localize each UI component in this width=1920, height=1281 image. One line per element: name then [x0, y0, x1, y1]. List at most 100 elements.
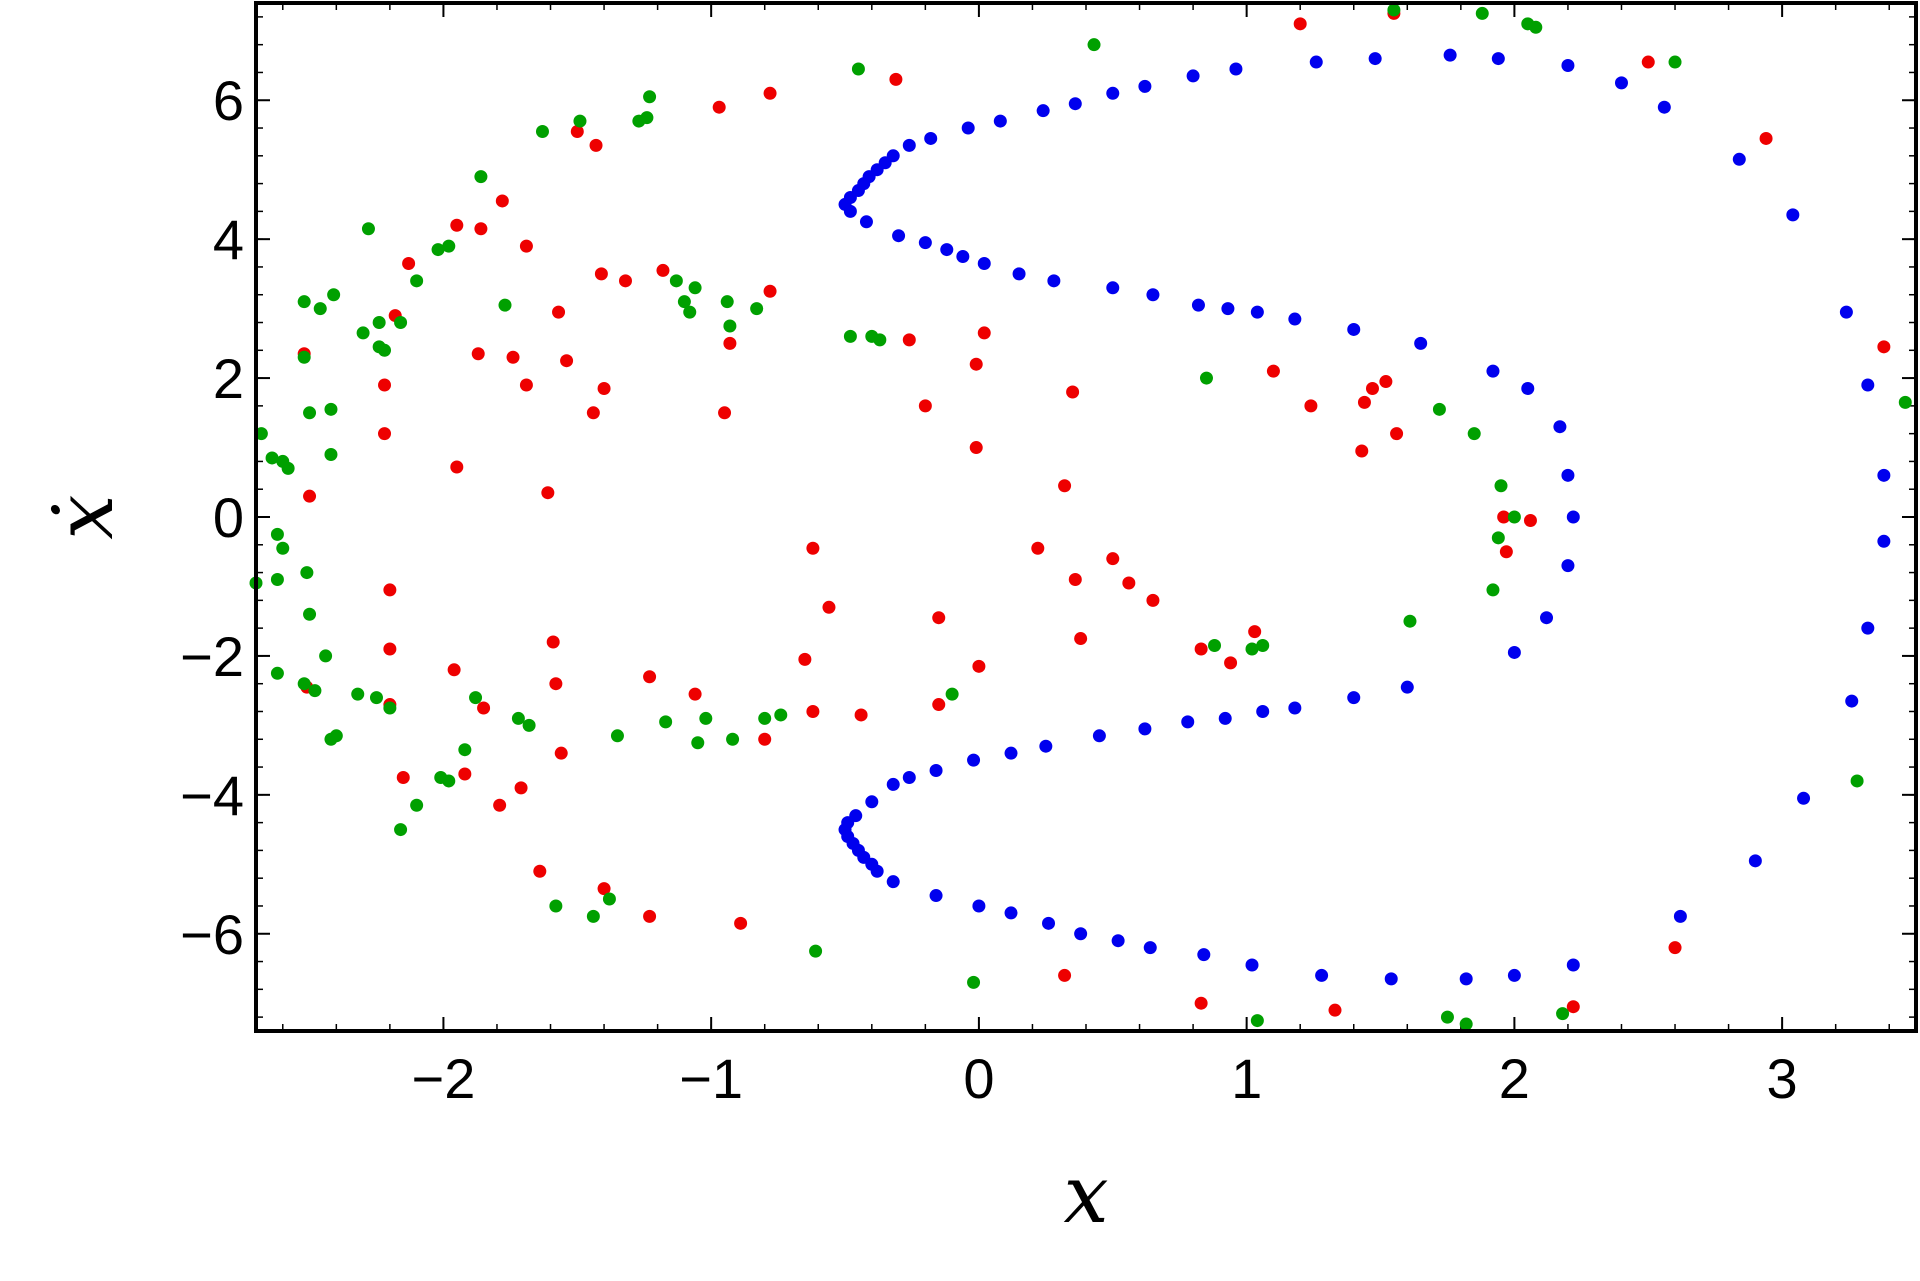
data-point	[535, 125, 549, 138]
data-point	[356, 326, 370, 340]
data-point	[1066, 385, 1080, 399]
data-point	[1668, 55, 1682, 69]
data-point	[1432, 402, 1446, 416]
data-point	[514, 781, 528, 795]
data-point	[313, 302, 327, 316]
data-point	[474, 170, 488, 184]
data-point	[1074, 632, 1088, 646]
data-point	[552, 305, 566, 319]
data-point	[511, 711, 525, 725]
data-point	[1494, 479, 1508, 493]
data-point	[410, 274, 424, 288]
data-point	[643, 670, 657, 684]
data-point	[1497, 510, 1511, 524]
data-point	[1250, 1014, 1264, 1028]
plot-frame	[254, 1, 1918, 1033]
data-point	[369, 691, 383, 705]
data-point	[1566, 1000, 1580, 1014]
data-point	[1194, 642, 1208, 656]
data-point	[1347, 691, 1361, 705]
data-point	[750, 302, 764, 316]
data-point	[851, 62, 865, 76]
data-point	[763, 284, 777, 298]
data-point	[688, 281, 702, 295]
data-point	[495, 194, 509, 208]
data-point	[1012, 267, 1026, 281]
data-point	[806, 704, 820, 718]
x-tick-label: −1	[679, 1047, 743, 1110]
data-point	[967, 753, 981, 767]
data-point	[297, 677, 311, 691]
data-point	[843, 204, 857, 218]
data-point	[1566, 510, 1580, 524]
data-point	[774, 708, 788, 722]
data-point	[656, 263, 670, 277]
data-point	[1224, 656, 1238, 670]
data-point	[1197, 948, 1211, 962]
data-point	[969, 357, 983, 371]
data-point	[843, 329, 857, 343]
data-point	[1759, 131, 1773, 145]
data-point	[573, 114, 587, 128]
data-point	[691, 736, 705, 750]
data-point	[1839, 305, 1853, 319]
data-point	[1443, 48, 1457, 62]
data-point	[303, 607, 317, 621]
data-point	[329, 729, 343, 743]
data-point	[319, 649, 333, 663]
data-point	[308, 684, 322, 698]
data-point	[841, 816, 855, 830]
data-point	[1138, 722, 1152, 736]
data-point	[1641, 55, 1655, 69]
data-point	[442, 239, 456, 253]
data-point	[854, 708, 868, 722]
data-point	[734, 916, 748, 930]
data-point	[1245, 642, 1259, 656]
data-point	[618, 274, 632, 288]
data-point	[410, 798, 424, 812]
data-point	[961, 121, 975, 135]
data-point	[1047, 274, 1061, 288]
data-point	[967, 975, 981, 989]
x-tick-label: 3	[1767, 1047, 1798, 1110]
data-point	[1256, 704, 1270, 718]
data-point	[889, 72, 903, 86]
data-point	[265, 451, 279, 465]
data-point	[597, 882, 611, 896]
data-point	[549, 677, 563, 691]
data-point	[1111, 934, 1125, 948]
data-point	[1850, 774, 1864, 788]
data-point	[431, 243, 445, 257]
data-point	[677, 295, 691, 309]
data-point	[549, 899, 563, 913]
data-point	[977, 256, 991, 270]
data-point	[1218, 711, 1232, 725]
data-point	[1087, 38, 1101, 52]
data-point	[281, 461, 295, 475]
data-point	[327, 288, 341, 302]
data-point	[1293, 17, 1307, 31]
data-point	[541, 486, 555, 500]
data-point	[924, 131, 938, 145]
data-point	[1245, 958, 1259, 972]
data-point	[1491, 52, 1505, 66]
data-point	[383, 583, 397, 597]
data-point	[1357, 395, 1371, 409]
data-point	[902, 333, 916, 347]
data-point	[1475, 6, 1489, 20]
data-point	[1561, 468, 1575, 482]
data-point	[1459, 972, 1473, 986]
data-point	[1288, 701, 1302, 715]
data-point	[324, 447, 338, 461]
data-point	[554, 746, 568, 760]
data-point	[1221, 302, 1235, 316]
data-point	[1058, 479, 1072, 493]
data-point	[688, 687, 702, 701]
data-point	[270, 573, 284, 587]
y-tick-label: 0	[213, 486, 244, 549]
data-point	[859, 215, 873, 229]
data-point	[458, 767, 472, 781]
data-point	[1657, 100, 1671, 114]
